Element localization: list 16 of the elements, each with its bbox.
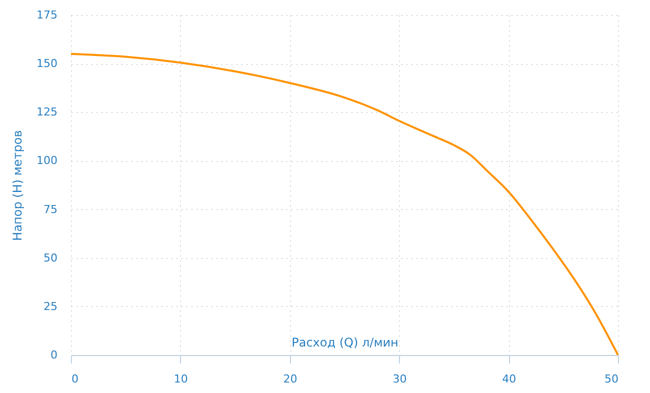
x-tick-label: 30 <box>392 372 407 386</box>
y-tick-label: 175 <box>36 8 58 22</box>
x-tick-label: 40 <box>502 372 516 386</box>
x-tick-label: 10 <box>174 372 188 386</box>
y-tick-label: 75 <box>44 202 58 216</box>
x-tick-label: 50 <box>604 372 618 386</box>
x-tick-label: 0 <box>72 372 78 386</box>
y-tick-label: 50 <box>44 251 58 264</box>
y-tick-label: 25 <box>44 300 58 313</box>
y-tick-label: 125 <box>36 106 58 119</box>
y-axis-title: Напор (H) метров <box>10 130 25 241</box>
y-tick-label: 100 <box>36 154 58 168</box>
x-axis-title: Расход (Q) л/мин <box>292 336 398 350</box>
y-tick-label: 0 <box>50 348 58 362</box>
y-tick-label: 150 <box>36 57 58 70</box>
x-tick-label: 20 <box>283 372 298 386</box>
